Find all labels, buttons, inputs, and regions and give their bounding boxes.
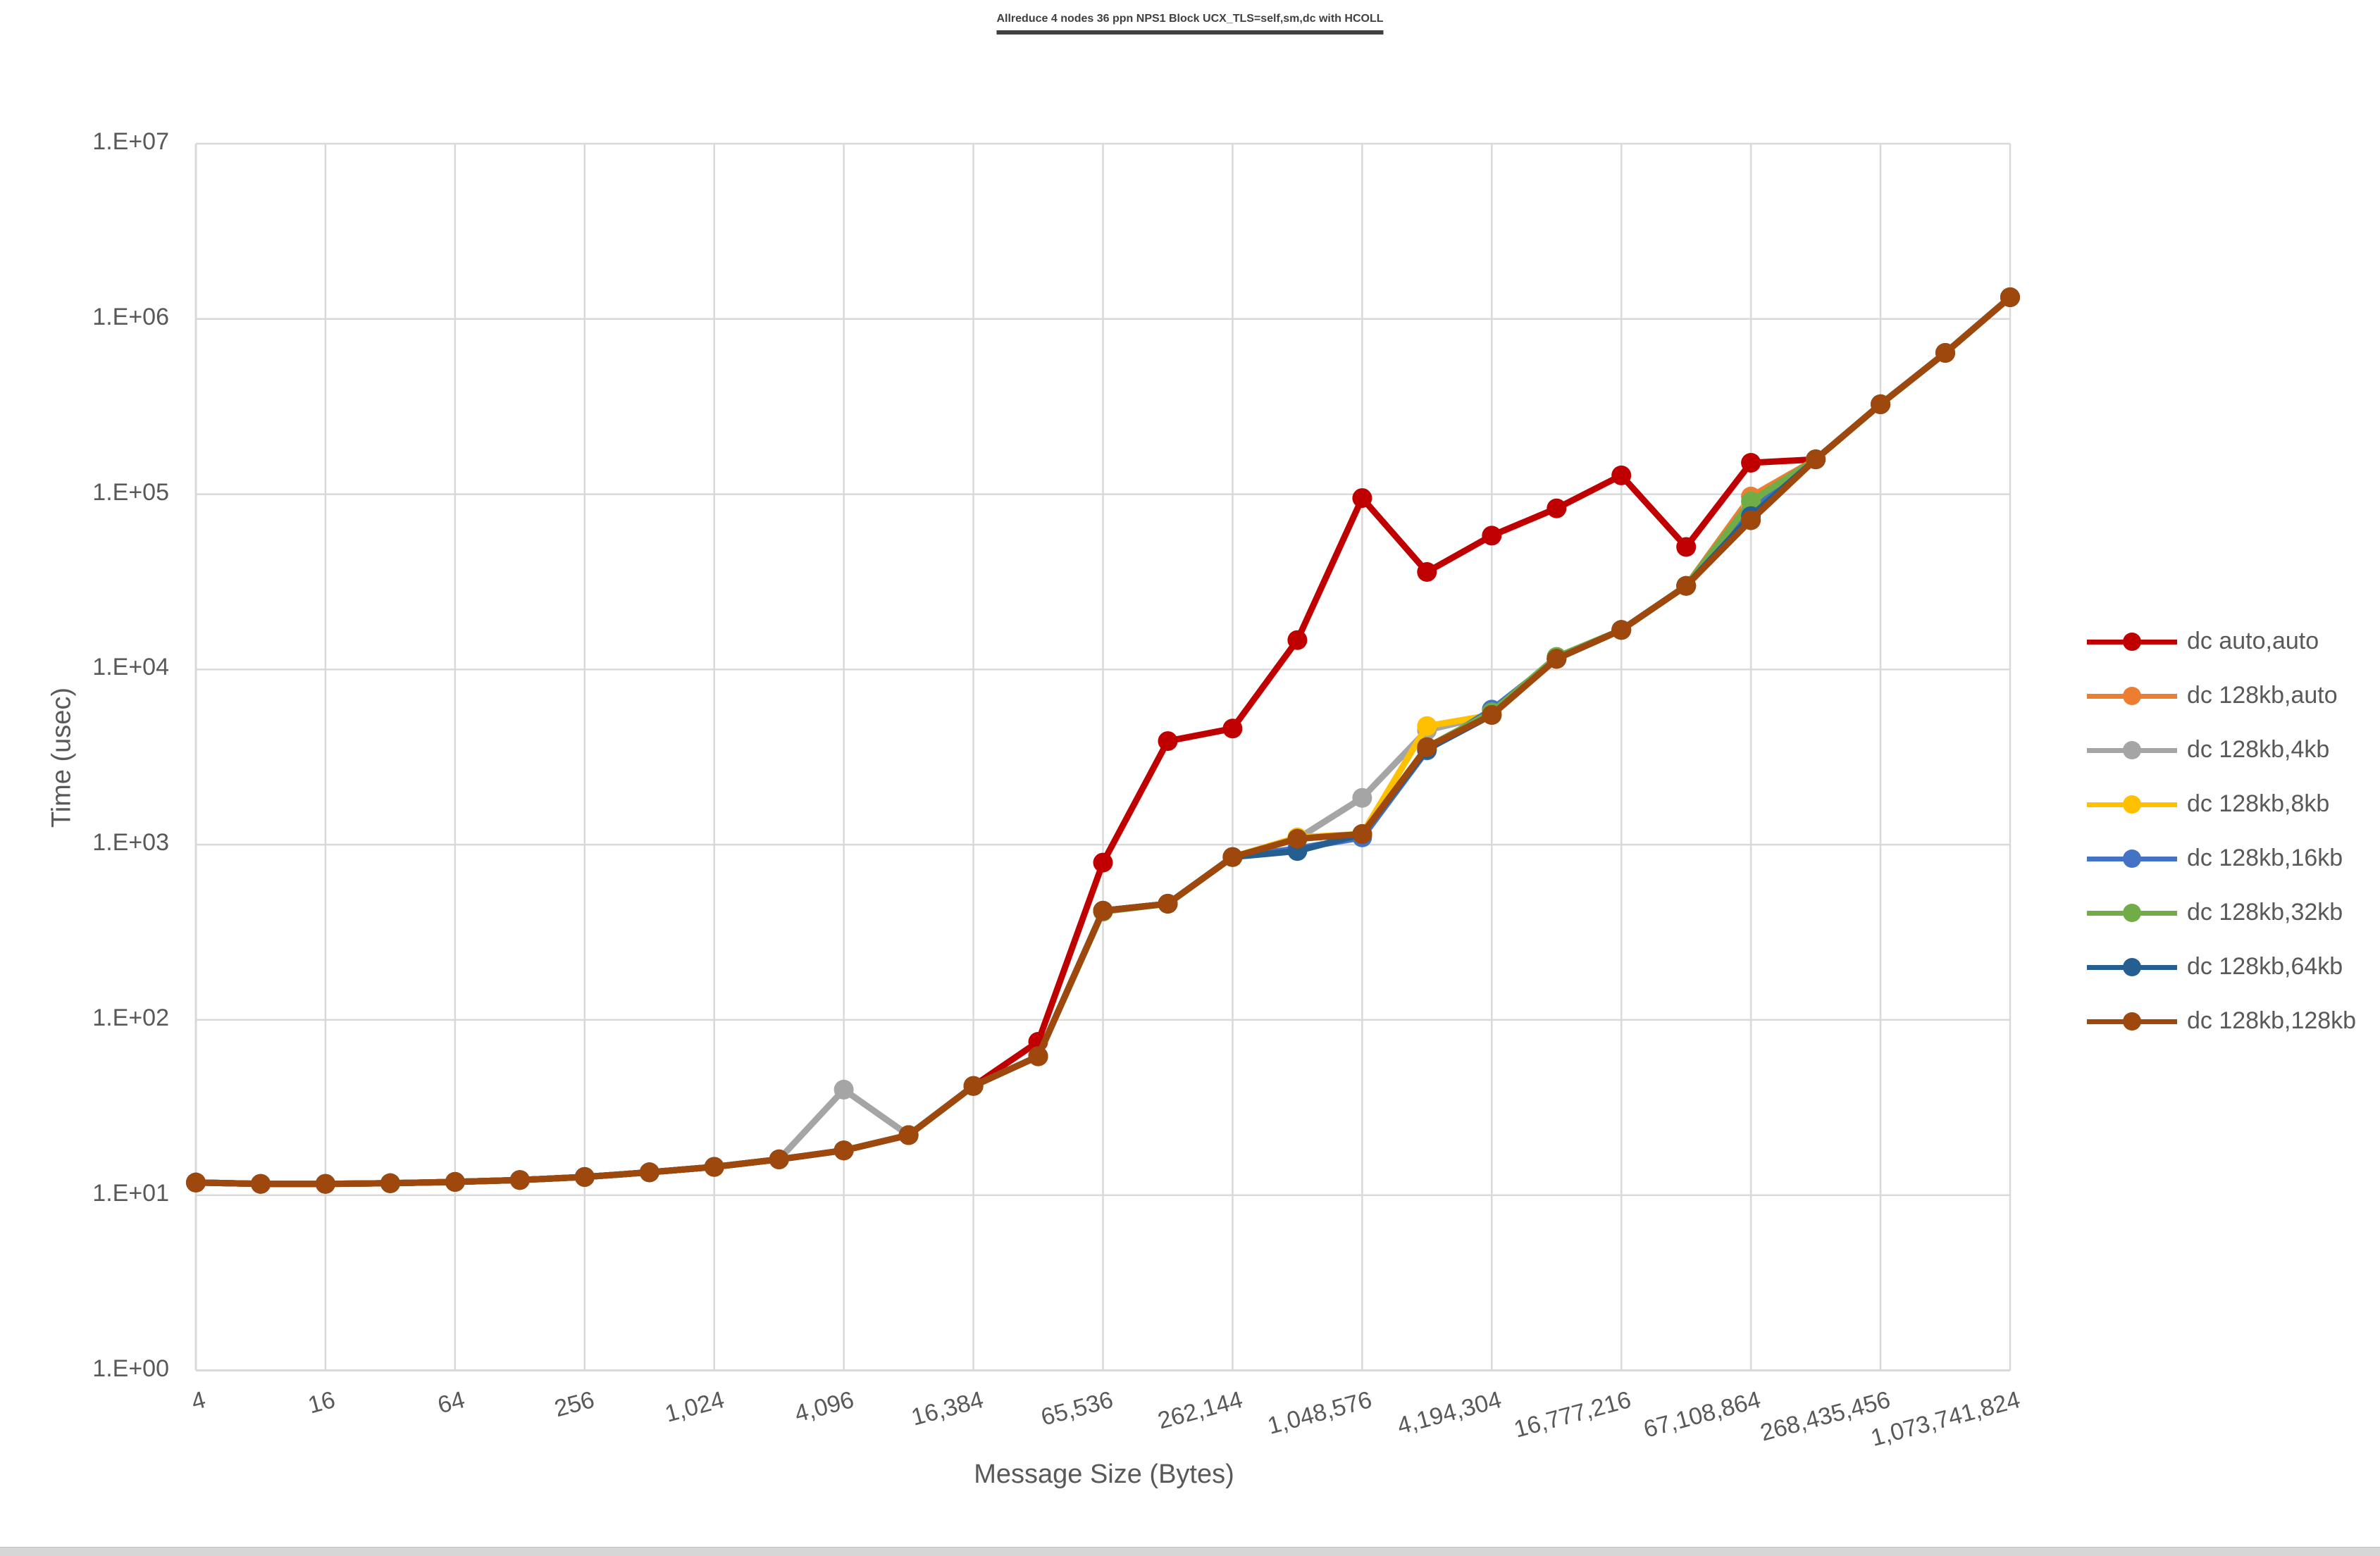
series-marker[interactable]: [963, 1076, 984, 1096]
series-marker[interactable]: [1158, 731, 1178, 752]
series-marker[interactable]: [380, 1173, 400, 1193]
series-marker[interactable]: [1547, 649, 1567, 669]
series-marker[interactable]: [1417, 562, 1437, 582]
legend-item-dc-128kb-4kb[interactable]: dc 128kb,4kb: [2087, 723, 2356, 777]
series-marker[interactable]: [1417, 737, 1437, 757]
legend-line-marker-icon: [2087, 684, 2177, 708]
series-marker[interactable]: [1482, 525, 1502, 546]
legend-label: dc 128kb,64kb: [2187, 953, 2343, 980]
y-tick-label: 1.E+04: [92, 654, 169, 681]
legend-label: dc 128kb,8kb: [2187, 790, 2330, 817]
series-marker[interactable]: [2000, 287, 2020, 307]
series-marker[interactable]: [509, 1170, 530, 1190]
series-marker[interactable]: [769, 1149, 789, 1169]
series-marker[interactable]: [1676, 575, 1697, 596]
series-marker[interactable]: [1028, 1046, 1048, 1066]
y-tick-label: 1.E+02: [92, 1004, 169, 1031]
series-marker[interactable]: [315, 1174, 335, 1194]
legend-label: dc auto,auto: [2187, 628, 2319, 654]
x-axis-title[interactable]: Message Size (Bytes): [974, 1459, 1234, 1489]
legend-label: dc 128kb,4kb: [2187, 736, 2330, 763]
series-marker[interactable]: [1352, 824, 1372, 844]
chart-title[interactable]: Allreduce 4 nodes 36 ppn NPS1 Block UCX_…: [996, 13, 1384, 25]
series-marker[interactable]: [1482, 705, 1502, 725]
legend-item-dc-128kb-32kb[interactable]: dc 128kb,32kb: [2087, 885, 2356, 940]
legend-item-dc-auto-auto[interactable]: dc auto,auto: [2087, 614, 2356, 668]
series-marker[interactable]: [1222, 847, 1243, 867]
series-marker[interactable]: [1871, 394, 1891, 414]
y-tick-label: 1.E+03: [92, 829, 169, 857]
series-marker[interactable]: [251, 1174, 271, 1194]
legend-item-dc-128kb-64kb[interactable]: dc 128kb,64kb: [2087, 940, 2356, 994]
legend[interactable]: dc auto,auto dc 128kb,auto dc 128kb,4kb dc …: [2087, 614, 2356, 1048]
series-marker[interactable]: [1741, 510, 1761, 530]
series-marker[interactable]: [1287, 630, 1308, 650]
y-tick-label: 1.E+06: [92, 303, 169, 330]
legend-label: dc 128kb,128kb: [2187, 1007, 2357, 1034]
series-marker[interactable]: [833, 1140, 854, 1161]
series-marker[interactable]: [1287, 828, 1308, 849]
series-marker[interactable]: [1352, 788, 1372, 808]
series-marker[interactable]: [1547, 498, 1567, 518]
series-marker[interactable]: [1611, 620, 1632, 640]
legend-line-marker-icon: [2087, 630, 2177, 654]
legend-label: dc 128kb,16kb: [2187, 845, 2343, 871]
series-marker[interactable]: [186, 1172, 206, 1193]
series-marker[interactable]: [1806, 449, 1826, 470]
series-marker[interactable]: [898, 1125, 919, 1145]
series-marker[interactable]: [639, 1162, 659, 1183]
legend-label: dc 128kb,32kb: [2187, 899, 2343, 926]
series-marker[interactable]: [1417, 716, 1437, 736]
series-marker[interactable]: [1741, 453, 1761, 473]
series-marker[interactable]: [1093, 852, 1113, 873]
legend-line-marker-icon: [2087, 901, 2177, 925]
window-edge-strip: [0, 1547, 2380, 1556]
series-marker[interactable]: [704, 1157, 724, 1177]
y-tick-label: 1.E+07: [92, 128, 169, 155]
legend-item-dc-128kb-128kb[interactable]: dc 128kb,128kb: [2087, 994, 2356, 1048]
legend-line-marker-icon: [2087, 738, 2177, 762]
series-marker[interactable]: [1935, 343, 1955, 363]
series-marker[interactable]: [1352, 488, 1372, 509]
legend-item-dc-128kb-16kb[interactable]: dc 128kb,16kb: [2087, 831, 2356, 885]
series-marker[interactable]: [1093, 900, 1113, 921]
legend-line-marker-icon: [2087, 847, 2177, 871]
y-axis-title[interactable]: Time (usec): [47, 687, 77, 828]
series-marker[interactable]: [1222, 718, 1243, 739]
series-marker[interactable]: [1741, 491, 1761, 511]
y-tick-label: 1.E+00: [92, 1355, 169, 1382]
series-marker[interactable]: [1611, 465, 1632, 485]
legend-line-marker-icon: [2087, 955, 2177, 979]
legend-item-dc-128kb-8kb[interactable]: dc 128kb,8kb: [2087, 777, 2356, 831]
legend-item-dc-128kb-auto[interactable]: dc 128kb,auto: [2087, 668, 2356, 723]
legend-line-marker-icon: [2087, 1009, 2177, 1033]
y-tick-label: 1.E+01: [92, 1179, 169, 1207]
series-marker[interactable]: [833, 1079, 854, 1100]
series-marker[interactable]: [445, 1171, 465, 1192]
series-marker[interactable]: [1676, 537, 1697, 557]
legend-line-marker-icon: [2087, 792, 2177, 816]
series-marker[interactable]: [574, 1166, 595, 1187]
legend-label: dc 128kb,auto: [2187, 682, 2338, 709]
series-marker[interactable]: [1158, 894, 1178, 914]
y-tick-label: 1.E+05: [92, 478, 169, 506]
